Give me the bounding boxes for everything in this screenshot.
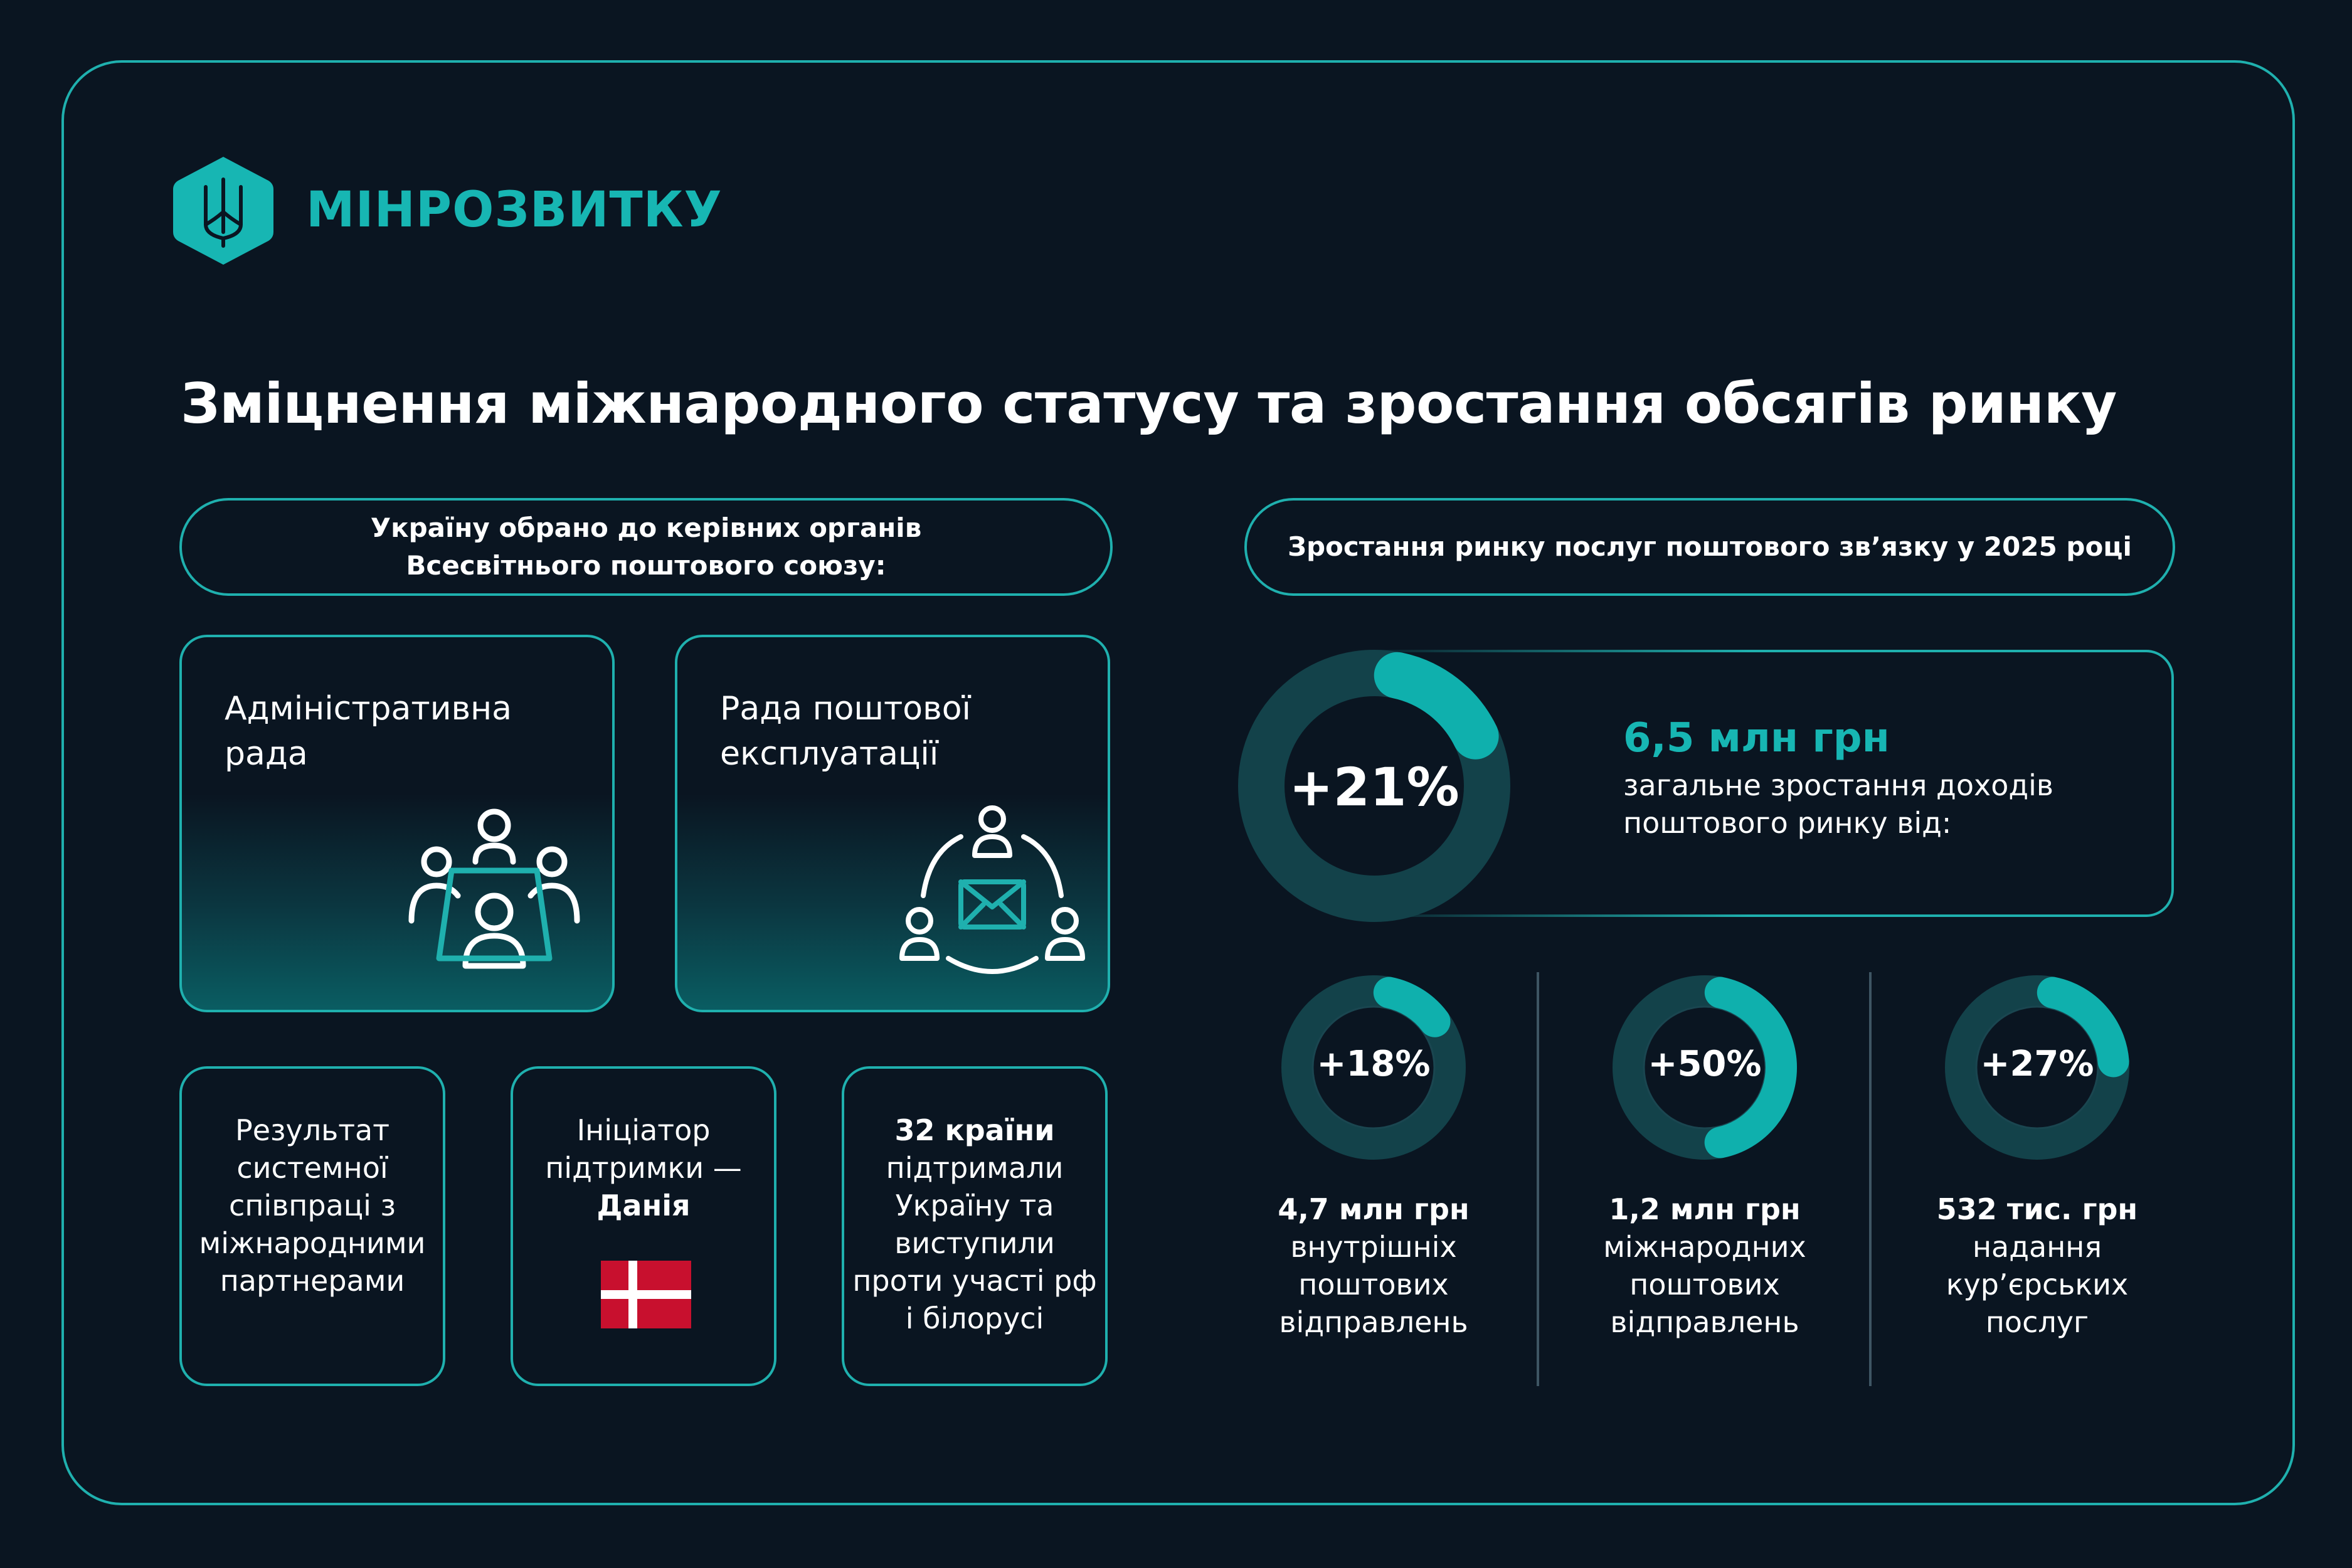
outer-frame [61,60,2295,1505]
countries-text: підтримали Україну та виступили проти уч… [852,1151,1097,1335]
domestic-value: 4,7 млн грн [1278,1192,1470,1226]
denmark-flag-icon [601,1261,691,1328]
page-title: Зміцнення міжнародного статусу та зроста… [181,371,2117,436]
courier-donut-arc [1945,975,2129,1160]
partnership-box: Результат системної співпраці з міжнарод… [179,1066,445,1386]
domestic-stat: 4,7 млн грн внутрішніх поштових відправл… [1248,1190,1499,1341]
international-donut-arc [1613,975,1797,1160]
initiator-country: Данія [596,1189,691,1222]
international-percent: +50% [1648,1044,1762,1084]
initiator-text: Ініціатор підтримки — [545,1113,742,1185]
international-value: 1,2 млн грн [1609,1192,1801,1226]
courier-stat: 532 тис. грн надання кур’єрських послуг [1912,1190,2163,1341]
courier-desc: надання кур’єрських послуг [1946,1230,2129,1339]
admin-council-title: Адміністративна рада [225,690,512,773]
courier-value: 532 тис. грн [1936,1192,2138,1226]
upu-header: Україну обрано до керівних органів Всесв… [179,498,1113,596]
upu-header-line1: Україну обрано до керівних органів [370,512,922,543]
international-stat: 1,2 млн грн міжнародних поштових відправ… [1579,1190,1830,1341]
main-stat-card [1347,650,2174,917]
courier-percent: +27% [1980,1044,2094,1084]
domestic-desc: внутрішніх поштових відправлень [1279,1230,1468,1339]
main-donut-percent: +21% [1289,756,1459,818]
meeting-table-icon [408,808,580,969]
divider-2 [1869,972,1872,1386]
international-desc: міжнародних поштових відправлень [1603,1230,1806,1339]
card-bottom-line [1347,914,1749,917]
initiator-box: Ініціатор підтримки — Данія [511,1066,776,1386]
trident-icon [173,157,273,265]
divider-1 [1537,972,1539,1386]
domestic-percent: +18% [1316,1044,1431,1084]
upu-header-line2: Всесвітнього поштового союзу: [406,550,886,581]
main-stat-value: 6,5 млн грн [1623,715,1890,761]
international-donut: +50% [1611,973,1799,1162]
domestic-donut-arc [1281,975,1466,1160]
network-mail-icon [899,805,1085,974]
countries-count: 32 країни [894,1113,1055,1147]
admin-council-card: Адміністративна рада [179,635,615,1012]
main-donut-arc [1238,650,1510,922]
courier-donut: +27% [1943,973,2131,1162]
main-stat-desc: загальне зростання доходів поштового рин… [1623,768,2054,840]
countries-box: 32 країни підтримали Україну та виступил… [842,1066,1108,1386]
partnership-text: Результат системної співпраці з міжнарод… [199,1113,426,1298]
logo-text: МІНРОЗВИТКУ [306,182,723,238]
postal-council-card: Рада поштової експлуатації [675,635,1110,1012]
card-top-line [1347,650,1749,652]
domestic-donut: +18% [1279,973,1468,1162]
main-donut: +21% [1238,650,1510,922]
market-header-text: Зростання ринку послуг поштового зв’язку… [1288,531,2132,562]
market-header: Зростання ринку послуг поштового зв’язку… [1244,498,2175,596]
postal-council-title: Рада поштової експлуатації [720,690,971,773]
main-donut-chart [1238,650,1510,922]
